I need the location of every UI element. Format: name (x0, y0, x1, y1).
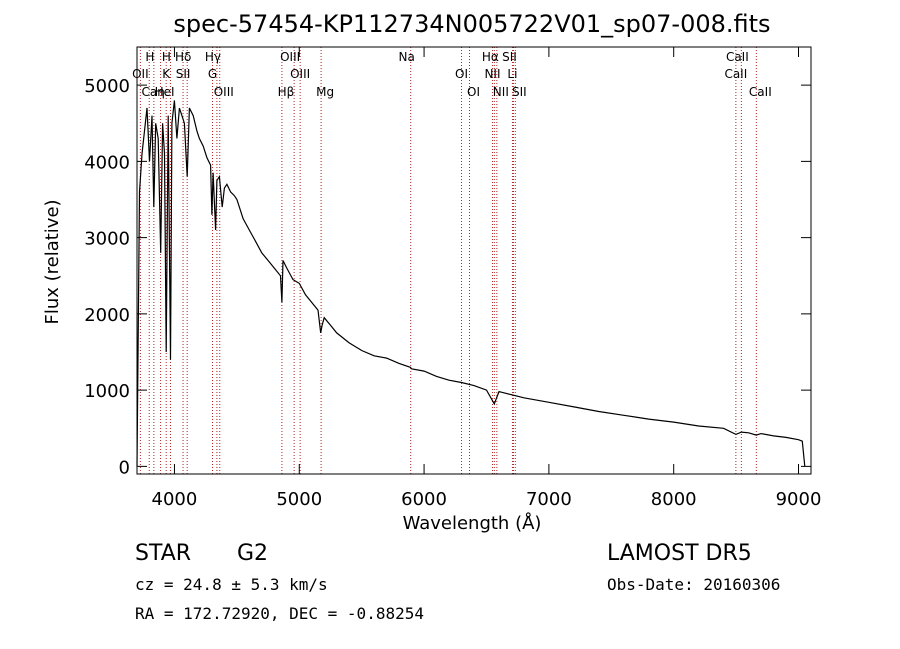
line-label: Hγ (205, 50, 221, 64)
emission-line-labels: H OII Caη Hδ K HeI H SII OIII Hγ G Hβ OIII OIII Mg Na OI… (132, 50, 772, 99)
line-label: OI (467, 85, 480, 99)
redshift-value: cz = 24.8 ± 5.3 km/s (135, 575, 328, 594)
line-label: G (208, 67, 217, 81)
x-tick-label: 7000 (526, 489, 572, 510)
x-tick-label: 4000 (152, 489, 198, 510)
line-label: OII (132, 67, 149, 81)
line-label: HeI (155, 85, 175, 99)
line-label: OIII (214, 85, 234, 99)
line-label: Na (399, 50, 415, 64)
line-label: CaII (749, 85, 772, 99)
y-axis-label: Flux (relative) (42, 199, 63, 324)
line-label: Hβ (278, 85, 295, 99)
line-label: SII (176, 67, 191, 81)
x-axis-label: Wavelength (Å) (403, 512, 542, 534)
line-label: SII (502, 50, 517, 64)
line-label: CaII (726, 50, 749, 64)
emission-line-markers (139, 47, 757, 474)
line-label: K (162, 67, 171, 81)
object-subclass: G2 (237, 541, 269, 566)
x-tick-label: 6000 (401, 489, 447, 510)
object-class: STAR (135, 541, 192, 566)
line-label: NII (493, 85, 509, 99)
y-tick-label: 3000 (84, 229, 130, 250)
line-label: OIII (290, 67, 310, 81)
y-axis: 0 1000 2000 3000 4000 5000 (84, 76, 811, 478)
line-label: Hα (482, 50, 499, 64)
line-label: Hδ (175, 50, 191, 64)
spectrum-line (136, 100, 806, 467)
y-tick-label: 4000 (84, 152, 130, 173)
line-label: H (145, 50, 154, 64)
line-label: NII (484, 67, 500, 81)
y-tick-label: 2000 (84, 305, 130, 326)
survey-name: LAMOST DR5 (607, 541, 752, 566)
line-label: SII (512, 85, 527, 99)
line-label: OI (455, 67, 468, 81)
x-tick-label: 9000 (776, 489, 822, 510)
x-tick-label: 8000 (651, 489, 697, 510)
x-axis: 4000 5000 6000 7000 8000 9000 (152, 47, 822, 510)
y-tick-label: 1000 (84, 381, 130, 402)
line-label: Mg (316, 85, 334, 99)
observation-date: Obs-Date: 20160306 (607, 575, 781, 594)
x-tick-label: 5000 (276, 489, 322, 510)
y-tick-label: 5000 (84, 76, 130, 97)
line-label: OIII (280, 50, 300, 64)
chart-title: spec-57454-KP112734N005722V01_sp07-008.f… (173, 10, 770, 38)
line-label: Caη (142, 85, 165, 99)
plot-frame (136, 46, 812, 475)
line-label: CaII (724, 67, 747, 81)
line-label: Li (507, 67, 517, 81)
coordinates: RA = 172.72920, DEC = -0.88254 (135, 604, 424, 623)
y-tick-label: 0 (119, 457, 130, 478)
line-label: H (162, 50, 171, 64)
